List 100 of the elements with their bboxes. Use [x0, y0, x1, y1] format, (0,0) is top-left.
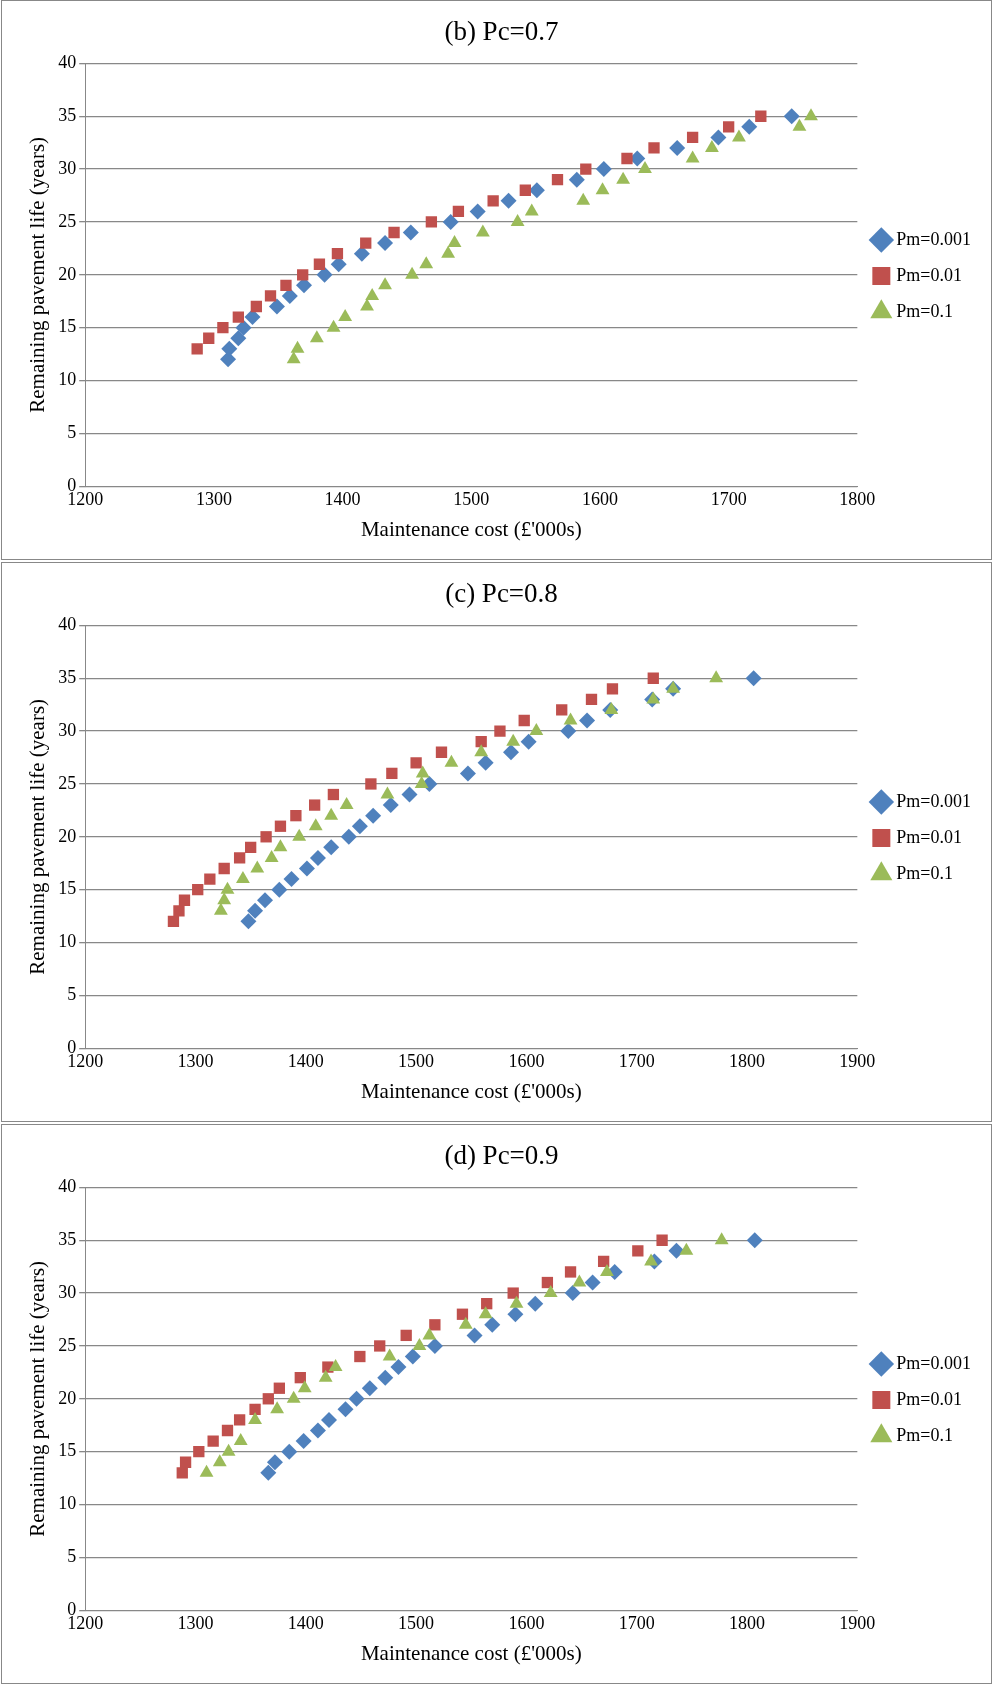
- point: [576, 192, 591, 205]
- x-tick-label: 1500: [453, 488, 490, 509]
- point: [230, 330, 247, 347]
- point: [644, 1253, 658, 1266]
- point: [704, 139, 719, 152]
- y-tick-label: 25: [58, 210, 77, 231]
- point: [207, 1435, 219, 1447]
- legend-label: Pm=0.1: [896, 862, 954, 883]
- point: [474, 744, 489, 757]
- point: [309, 330, 324, 343]
- point: [722, 121, 735, 133]
- point: [191, 343, 203, 355]
- x-tick-label: 1800: [839, 488, 876, 509]
- point: [382, 797, 399, 814]
- point: [402, 224, 419, 241]
- legend-label: Pm=0.001: [896, 790, 972, 811]
- point: [507, 1306, 524, 1323]
- point: [249, 1403, 261, 1416]
- point: [564, 1266, 577, 1278]
- point: [745, 670, 762, 687]
- y-tick-label: 35: [58, 1228, 77, 1249]
- x-tick-label: 1500: [398, 1050, 435, 1071]
- point: [400, 1329, 412, 1342]
- point: [741, 118, 758, 135]
- point: [560, 723, 577, 740]
- point: [365, 778, 377, 790]
- point: [556, 704, 568, 716]
- point: [518, 714, 530, 727]
- point: [236, 871, 250, 884]
- point: [212, 1454, 227, 1467]
- point: [388, 226, 400, 239]
- point: [524, 203, 539, 216]
- point: [295, 1433, 312, 1450]
- point: [273, 1382, 285, 1394]
- point: [543, 1285, 558, 1298]
- y-tick-label: 10: [58, 931, 77, 952]
- point: [280, 279, 292, 292]
- point: [732, 129, 746, 142]
- point: [600, 1263, 614, 1276]
- point: [221, 340, 238, 357]
- point: [264, 290, 277, 302]
- point: [245, 841, 257, 854]
- point: [264, 849, 279, 862]
- point: [286, 1390, 301, 1403]
- point: [365, 287, 380, 300]
- point: [429, 1319, 441, 1331]
- point: [422, 1327, 437, 1340]
- point: [323, 839, 340, 856]
- point: [401, 786, 418, 803]
- point: [232, 311, 244, 323]
- point: [380, 786, 395, 799]
- point: [527, 1295, 544, 1312]
- point: [452, 205, 465, 218]
- point: [584, 1274, 601, 1291]
- point: [441, 245, 456, 258]
- y-tick-label: 10: [58, 1493, 77, 1514]
- point: [564, 1285, 581, 1302]
- y-tick-label: 5: [67, 422, 77, 443]
- point: [316, 266, 333, 283]
- point: [283, 871, 300, 888]
- point: [360, 237, 372, 249]
- point: [217, 321, 229, 334]
- point: [199, 1464, 214, 1477]
- point: [510, 213, 525, 226]
- point: [579, 712, 596, 729]
- point: [338, 309, 353, 322]
- x-tick-label: 1300: [177, 1050, 214, 1071]
- point: [173, 905, 185, 917]
- chart-title: (b) Pc=0.7: [444, 16, 559, 47]
- point: [377, 1369, 394, 1386]
- x-tick-label: 1800: [729, 1050, 766, 1071]
- point: [668, 1242, 685, 1259]
- point: [298, 860, 315, 877]
- y-tick-label: 25: [58, 772, 77, 793]
- point: [220, 881, 235, 894]
- point: [669, 139, 686, 156]
- x-tick-label: 1900: [839, 1612, 876, 1633]
- y-axis-title: Remaining pavement life (years): [25, 1260, 50, 1537]
- point: [348, 1390, 365, 1407]
- legend-label: Pm=0.01: [896, 826, 963, 847]
- point: [475, 736, 487, 748]
- point: [167, 915, 180, 928]
- point: [221, 1443, 236, 1456]
- y-tick-label: 40: [58, 52, 77, 73]
- point: [478, 1306, 493, 1319]
- point: [354, 1350, 366, 1363]
- point: [260, 1464, 277, 1481]
- point: [648, 142, 660, 154]
- point: [783, 108, 800, 125]
- point: [595, 182, 610, 195]
- point: [178, 894, 191, 906]
- point: [309, 1422, 326, 1439]
- point: [273, 839, 288, 852]
- point: [442, 213, 459, 230]
- point: [410, 757, 422, 769]
- point: [233, 852, 246, 864]
- point: [509, 1295, 524, 1308]
- point: [714, 1232, 729, 1245]
- point: [360, 298, 374, 311]
- point: [271, 881, 288, 898]
